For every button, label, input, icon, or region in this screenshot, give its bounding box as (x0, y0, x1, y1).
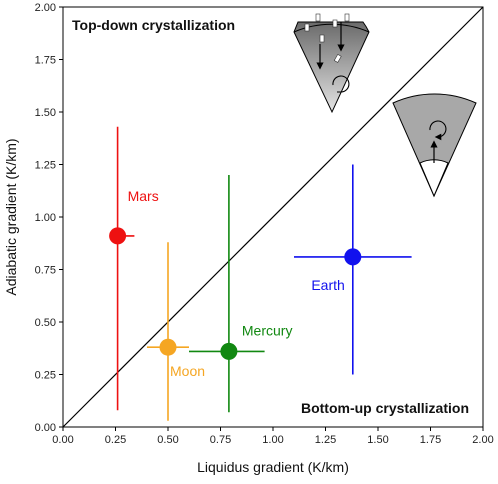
x-tick-label: 0.00 (52, 434, 73, 446)
y-tick-label: 2.00 (35, 2, 56, 14)
mars-label: Mars (128, 188, 159, 204)
data-points: Mars Moon Mercury Earth (109, 126, 412, 421)
earth-label: Earth (311, 277, 344, 293)
y-tick-label: 0.75 (35, 265, 56, 277)
region-label-bottom-up: Bottom-up crystallization (301, 400, 469, 416)
x-tick-label: 0.50 (157, 434, 178, 446)
y-tick-label: 0.25 (35, 370, 56, 382)
x-axis-ticks: 0.00 0.25 0.50 0.75 1.00 1.25 1.50 1.75 2.00 (52, 427, 494, 446)
point-group-moon: Moon (147, 242, 205, 421)
y-axis-ticks: 0.00 0.25 0.50 0.75 1.00 1.25 1.50 1.75 2.00 (35, 2, 63, 434)
x-axis-label: Liquidus gradient (K/km) (197, 459, 349, 475)
x-tick-label: 2.00 (472, 434, 493, 446)
x-tick-label: 1.25 (315, 434, 336, 446)
y-tick-label: 0.50 (35, 317, 56, 329)
y-tick-label: 1.00 (35, 212, 56, 224)
y-tick-label: 0.00 (35, 422, 56, 434)
moon-point (159, 338, 177, 356)
y-tick-label: 1.50 (35, 107, 56, 119)
mercury-label: Mercury (242, 322, 293, 338)
y-tick-label: 1.75 (35, 55, 56, 67)
mars-point (109, 227, 127, 245)
region-label-top-down: Top-down crystallization (72, 17, 235, 33)
x-tick-label: 1.50 (367, 434, 388, 446)
y-tick-label: 1.25 (35, 160, 56, 172)
x-tick-label: 1.75 (420, 434, 441, 446)
point-group-earth: Earth (294, 164, 412, 375)
one-to-one-line (62, 6, 484, 428)
top-down-crystallization-schematic (293, 13, 370, 114)
y-axis-label: Adiabatic gradient (K/km) (3, 138, 19, 295)
x-tick-label: 1.00 (262, 434, 283, 446)
bottom-up-crystallization-schematic (392, 93, 477, 198)
moon-label: Moon (170, 363, 205, 379)
x-tick-label: 0.75 (210, 434, 231, 446)
point-group-mercury: Mercury (189, 175, 293, 413)
x-tick-label: 0.25 (105, 434, 126, 446)
mercury-point (220, 342, 238, 360)
point-group-mars: Mars (109, 126, 159, 411)
earth-point (344, 248, 362, 266)
